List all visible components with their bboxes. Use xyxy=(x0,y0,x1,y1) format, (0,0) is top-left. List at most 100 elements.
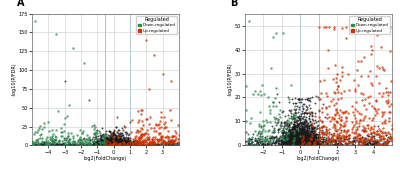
Point xyxy=(360,129,367,132)
Point xyxy=(282,139,289,142)
Point xyxy=(112,140,118,143)
Point xyxy=(289,98,295,101)
Point xyxy=(298,122,305,124)
Point xyxy=(356,138,362,141)
Point xyxy=(75,140,81,143)
Point xyxy=(290,127,296,130)
Point xyxy=(93,140,100,143)
Point xyxy=(33,138,39,141)
Point xyxy=(324,143,331,146)
Point xyxy=(138,134,144,137)
Point xyxy=(305,143,312,145)
Point xyxy=(296,136,302,139)
Point xyxy=(373,65,380,68)
Point xyxy=(116,136,123,139)
Point xyxy=(96,141,103,143)
Point xyxy=(334,134,341,137)
Point xyxy=(299,110,305,113)
Point xyxy=(303,133,310,136)
Point xyxy=(307,134,313,136)
Point xyxy=(297,144,303,147)
Point xyxy=(108,140,114,142)
Point xyxy=(107,144,113,147)
Point xyxy=(38,141,45,144)
Point xyxy=(300,140,306,142)
Point xyxy=(108,142,115,145)
Point xyxy=(304,139,310,142)
Point xyxy=(294,135,300,138)
Point xyxy=(351,132,358,134)
Point xyxy=(292,131,298,134)
Point xyxy=(302,135,308,138)
Point xyxy=(276,139,282,141)
Point xyxy=(378,115,385,118)
Point xyxy=(355,132,362,135)
Point xyxy=(304,136,311,139)
Point xyxy=(107,143,114,146)
Point xyxy=(286,124,292,127)
Point xyxy=(286,124,293,126)
Point xyxy=(292,130,298,133)
Point xyxy=(290,135,297,138)
Point xyxy=(96,141,103,144)
Point xyxy=(102,139,108,141)
Point xyxy=(311,138,318,141)
Point xyxy=(270,101,276,104)
Point xyxy=(297,140,304,143)
Point xyxy=(105,137,112,140)
Point xyxy=(138,128,145,131)
Point xyxy=(290,141,296,144)
Point xyxy=(112,143,119,146)
Point xyxy=(352,143,358,146)
Point xyxy=(318,126,324,129)
Point xyxy=(85,144,91,147)
Point xyxy=(298,131,304,134)
Point xyxy=(108,139,115,141)
Point xyxy=(280,131,286,134)
Point xyxy=(294,97,301,100)
Point xyxy=(330,137,336,140)
Point xyxy=(72,142,78,144)
Point xyxy=(84,137,90,140)
Point xyxy=(107,142,114,145)
Point xyxy=(340,144,346,146)
Point xyxy=(111,143,118,146)
Point xyxy=(290,131,296,133)
Point xyxy=(311,126,318,129)
Point xyxy=(286,144,292,147)
Point xyxy=(257,132,263,135)
Point xyxy=(294,139,300,142)
Point xyxy=(111,141,117,143)
Point xyxy=(369,135,376,137)
Point xyxy=(65,135,72,137)
Point xyxy=(142,132,148,134)
Point xyxy=(111,143,118,146)
Point xyxy=(298,136,305,139)
Point xyxy=(114,141,120,144)
Point xyxy=(113,136,119,139)
Point xyxy=(32,143,39,146)
Point xyxy=(254,132,261,135)
Point xyxy=(101,138,107,141)
Point xyxy=(76,140,82,143)
Point xyxy=(297,143,304,146)
Point xyxy=(106,143,113,146)
Point xyxy=(142,132,149,134)
Point xyxy=(43,142,49,144)
Point xyxy=(310,140,316,143)
Point xyxy=(386,120,392,123)
Point xyxy=(97,133,103,136)
Point xyxy=(140,140,146,143)
Point xyxy=(273,140,279,143)
Point xyxy=(282,141,288,143)
Point xyxy=(117,143,124,146)
Point xyxy=(302,141,308,143)
Point xyxy=(106,141,112,143)
Point xyxy=(156,139,162,141)
Point xyxy=(110,140,116,143)
Point xyxy=(308,140,314,142)
Point xyxy=(361,139,367,142)
Point xyxy=(358,136,365,138)
Point xyxy=(112,144,119,147)
Point xyxy=(379,142,385,145)
